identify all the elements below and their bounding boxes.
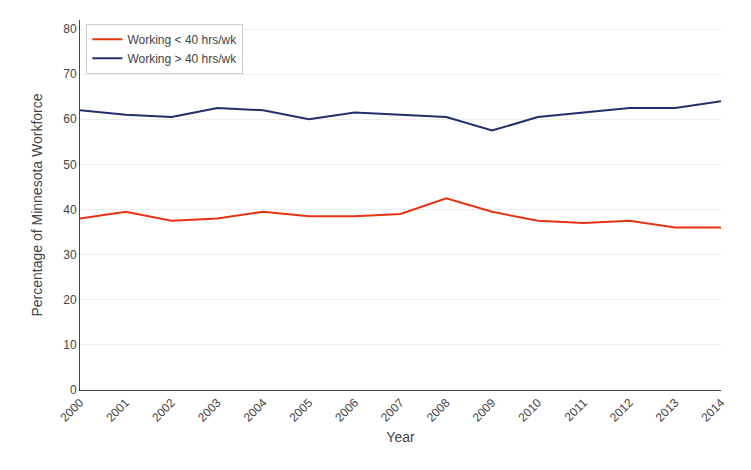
svg-text:Percentage of Minnesota Workfo: Percentage of Minnesota Workforce xyxy=(29,93,45,316)
svg-text:0: 0 xyxy=(70,383,77,397)
svg-text:2004: 2004 xyxy=(241,396,270,425)
svg-text:2009: 2009 xyxy=(470,396,499,425)
svg-text:60: 60 xyxy=(63,112,77,126)
svg-text:70: 70 xyxy=(63,67,77,81)
svg-text:2013: 2013 xyxy=(653,396,682,425)
svg-text:Year: Year xyxy=(386,429,415,445)
svg-text:Working > 40 hrs/wk: Working > 40 hrs/wk xyxy=(127,52,237,66)
svg-text:2005: 2005 xyxy=(287,396,316,425)
svg-text:2008: 2008 xyxy=(424,396,453,425)
svg-text:2007: 2007 xyxy=(378,396,407,425)
svg-text:2001: 2001 xyxy=(103,396,132,425)
svg-text:2002: 2002 xyxy=(149,396,178,425)
svg-text:2010: 2010 xyxy=(515,396,544,425)
svg-text:2003: 2003 xyxy=(195,396,224,425)
svg-text:2014: 2014 xyxy=(699,396,728,425)
svg-text:50: 50 xyxy=(63,158,77,172)
svg-text:20: 20 xyxy=(63,293,77,307)
svg-text:30: 30 xyxy=(63,248,77,262)
svg-text:2011: 2011 xyxy=(562,396,590,424)
svg-text:Working < 40 hrs/wk: Working < 40 hrs/wk xyxy=(127,33,237,47)
svg-text:40: 40 xyxy=(63,203,77,217)
svg-text:10: 10 xyxy=(63,338,77,352)
svg-text:2006: 2006 xyxy=(332,396,361,425)
svg-text:2012: 2012 xyxy=(607,396,636,425)
svg-text:80: 80 xyxy=(63,22,77,36)
svg-text:2000: 2000 xyxy=(58,396,87,425)
